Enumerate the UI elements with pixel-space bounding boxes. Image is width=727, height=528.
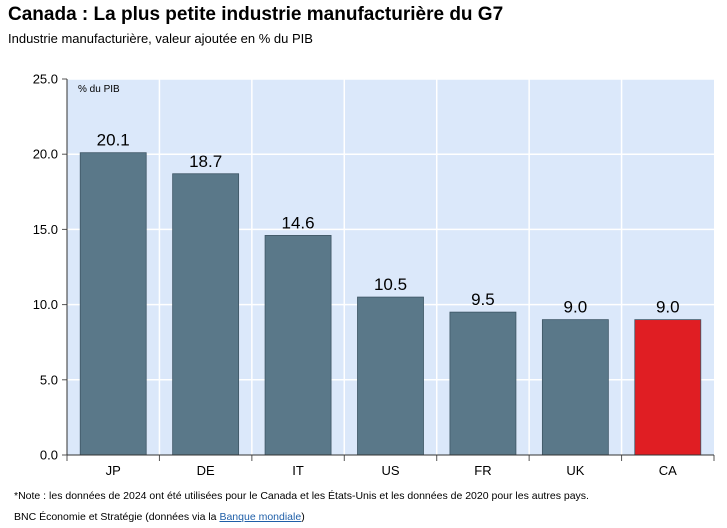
- bar-ca: [634, 319, 702, 456]
- source-suffix: ): [301, 511, 305, 523]
- x-tick-label-fr: FR: [474, 463, 491, 478]
- y-axis-unit-label: % du PIB: [78, 84, 120, 95]
- x-tick-label-jp: JP: [106, 463, 121, 478]
- chart-title: Canada : La plus petite industrie manufa…: [8, 4, 504, 25]
- y-tick-label: 20.0: [33, 147, 58, 162]
- y-tick-label: 15.0: [33, 222, 58, 237]
- data-label-us: 10.5: [374, 275, 407, 294]
- x-tick-label-ca: CA: [659, 463, 677, 478]
- data-label-uk: 9.0: [564, 298, 588, 317]
- bars: 20.1 18.7 14.6 10.5 9.5 9.0 9.0: [79, 131, 702, 456]
- bar-jp: [79, 152, 147, 456]
- world-bank-link[interactable]: Banque mondiale: [219, 511, 302, 523]
- bar-it: [264, 235, 332, 456]
- footnote: *Note : les données de 2024 ont été util…: [14, 490, 589, 502]
- source-prefix: BNC Économie et Stratégie (données via l…: [14, 511, 220, 523]
- y-tick-label: 0.0: [40, 448, 58, 463]
- x-axis: JP DE IT US FR UK CA: [66, 454, 715, 478]
- data-label-jp: 20.1: [97, 131, 130, 150]
- x-tick-label-de: DE: [197, 463, 215, 478]
- data-label-ca: 9.0: [656, 298, 680, 317]
- x-tick-label-us: US: [381, 463, 399, 478]
- y-tick-label: 25.0: [33, 72, 58, 87]
- x-tick-label-uk: UK: [566, 463, 584, 478]
- bar-uk: [541, 319, 609, 456]
- bar-fr: [449, 311, 517, 456]
- bar-us: [357, 296, 424, 456]
- x-tick-label-it: IT: [292, 463, 304, 478]
- source-line: BNC Économie et Stratégie (données via l…: [14, 511, 305, 523]
- data-label-it: 14.6: [282, 213, 315, 232]
- y-tick-label: 10.0: [33, 297, 58, 312]
- y-tick-label: 5.0: [40, 372, 58, 387]
- data-label-de: 18.7: [189, 152, 222, 171]
- y-axis: 0.0 5.0 10.0 15.0 20.0 25.0: [33, 72, 68, 463]
- chart-subtitle: Industrie manufacturière, valeur ajoutée…: [8, 31, 313, 46]
- bar-de: [172, 173, 240, 456]
- data-label-fr: 9.5: [471, 290, 495, 309]
